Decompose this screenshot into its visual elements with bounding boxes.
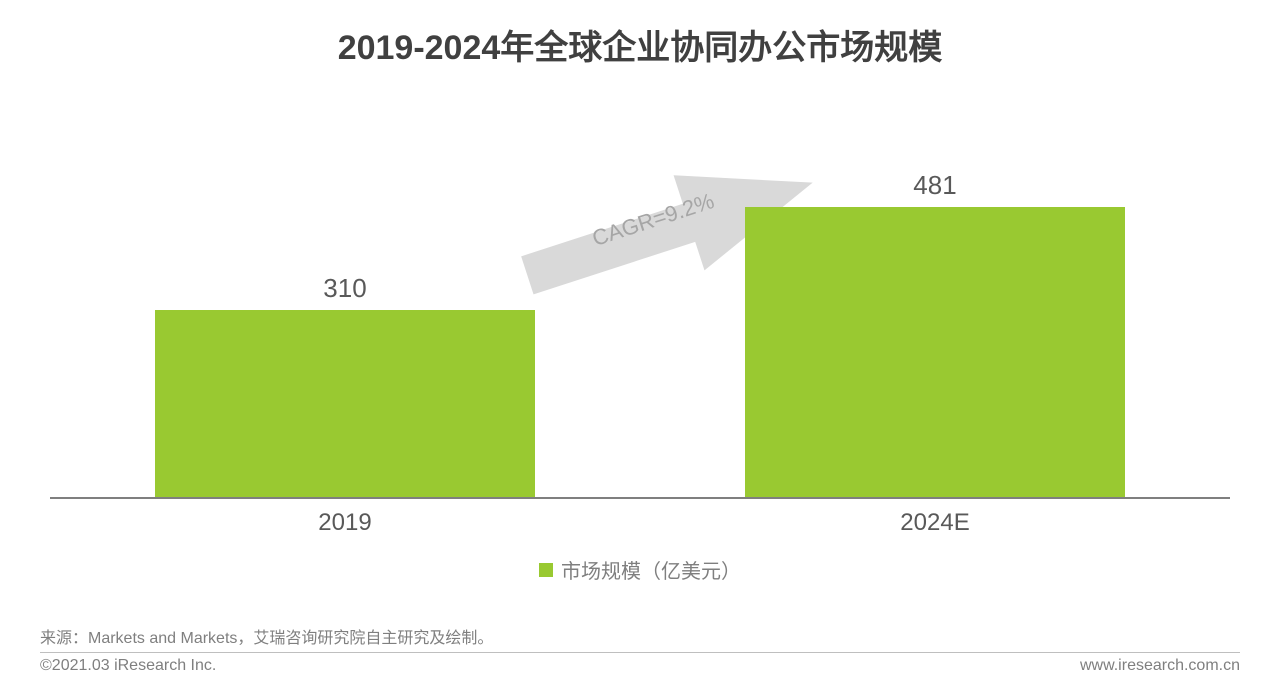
bar-group-0: 310 <box>155 273 535 497</box>
bar <box>155 310 535 497</box>
bars: 310 481 <box>50 99 1230 497</box>
chart-container: 2019-2024年全球企业协同办公市场规模 CAGR=9.2% 310 481 <box>0 0 1280 650</box>
footer-url: www.iresearch.com.cn <box>1080 657 1240 675</box>
bar-group-1: 481 <box>745 170 1125 497</box>
x-axis-label: 2019 <box>155 509 535 537</box>
legend-label: 市场规模（亿美元） <box>561 555 741 584</box>
legend: 市场规模（亿美元） <box>40 555 1240 584</box>
legend-swatch <box>539 563 553 577</box>
bar-value-label: 310 <box>323 273 366 304</box>
footer: ©2021.03 iResearch Inc. www.iresearch.co… <box>40 657 1240 675</box>
footer-copyright: ©2021.03 iResearch Inc. <box>40 657 216 675</box>
bar <box>745 207 1125 497</box>
x-axis-line <box>50 497 1230 499</box>
bar-value-label: 481 <box>913 170 956 201</box>
x-axis-labels: 2019 2024E <box>50 509 1230 537</box>
source-text: 来源：Markets and Markets，艾瑞咨询研究院自主研究及绘制。 <box>40 624 1240 653</box>
x-axis-label: 2024E <box>745 509 1125 537</box>
chart-plot-area: CAGR=9.2% 310 481 <box>50 99 1230 499</box>
chart-title: 2019-2024年全球企业协同办公市场规模 <box>40 20 1240 69</box>
